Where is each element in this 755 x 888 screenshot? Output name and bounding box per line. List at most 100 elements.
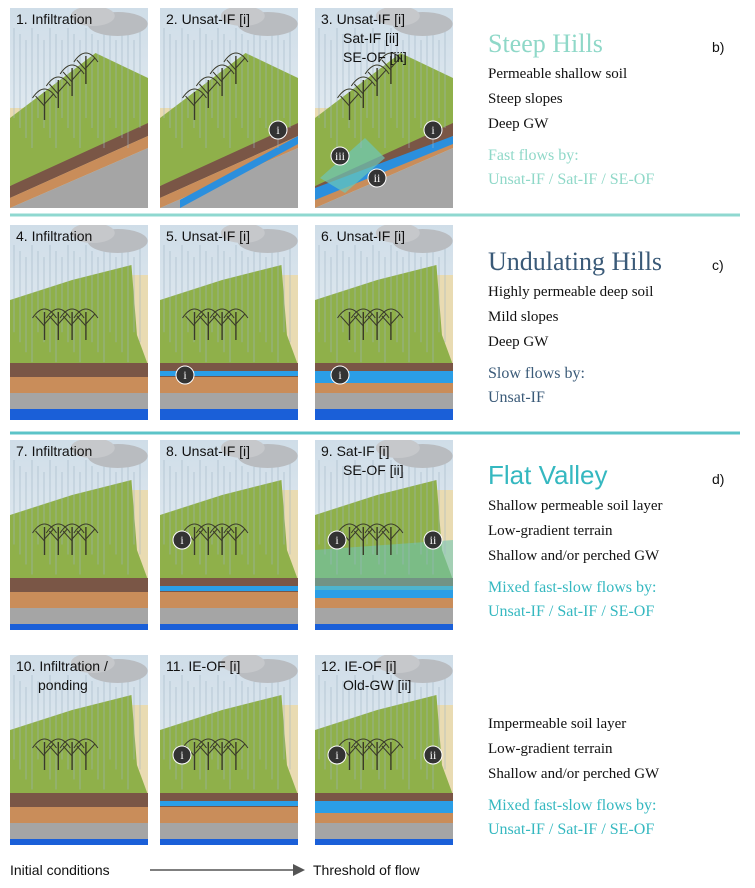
cloud — [220, 655, 265, 673]
tree-branch — [44, 528, 54, 540]
bedrock — [10, 823, 148, 839]
tree-crown — [350, 308, 376, 319]
tree-crown — [209, 308, 235, 319]
tree-crown — [182, 738, 207, 749]
marker-label: ii — [374, 171, 381, 185]
hill — [160, 53, 298, 186]
marker-circle — [172, 530, 192, 550]
marker-label: ii — [430, 748, 437, 762]
panel-label: 8. Unsat-IF [i] — [166, 443, 250, 459]
row-line: Shallow permeable soil layer — [488, 498, 663, 514]
tree-branch — [367, 71, 378, 83]
panel: 10. Infiltration / ponding — [10, 655, 148, 845]
tree-branch — [57, 743, 68, 755]
panel-label: SE-OF [iii] — [343, 49, 407, 65]
panel-label: Old-GW [ii] — [343, 677, 411, 693]
row-title: Steep Hills — [488, 29, 603, 58]
marker-circle — [423, 745, 443, 765]
tree-branch — [362, 313, 373, 325]
flow-types: Unsat-IF — [488, 389, 545, 406]
tree-crown — [337, 88, 362, 99]
tree-crown — [195, 738, 221, 749]
tree-branch — [185, 95, 195, 107]
groundwater — [10, 839, 148, 845]
marker-label: ii — [430, 533, 437, 547]
tree-crown — [223, 738, 249, 749]
tree-branch — [235, 528, 246, 540]
tree-branch — [71, 528, 82, 540]
tree-branch — [381, 745, 392, 757]
tree-crown — [32, 308, 57, 319]
tree-crown — [378, 523, 404, 534]
tree-branch — [221, 743, 232, 755]
panel-label: 5. Unsat-IF [i] — [166, 228, 250, 244]
tree-crown — [182, 308, 207, 319]
tree-branch — [381, 530, 392, 542]
panel-label: 1. Infiltration — [16, 11, 92, 27]
saturated-zone — [320, 138, 385, 193]
marker-label: i — [431, 123, 435, 137]
tree-branch — [353, 83, 364, 95]
flow — [160, 586, 298, 591]
panel: 6. Unsat-IF [i] i — [315, 225, 453, 420]
tree-crown — [337, 738, 362, 749]
tree-branch — [381, 59, 392, 71]
panel-label: 2. Unsat-IF [i] — [166, 11, 250, 27]
marker-label: iii — [335, 149, 346, 163]
row-line: Low-gradient terrain — [488, 523, 613, 539]
tree-crown — [32, 88, 57, 99]
flow-heading: Mixed fast-slow flows by: — [488, 579, 656, 596]
tree-branch — [76, 530, 87, 542]
soil-orange — [160, 807, 298, 823]
tree-branch — [349, 528, 359, 540]
soil-orange — [160, 592, 298, 608]
tree-branch — [376, 313, 387, 325]
tree-branch — [353, 315, 364, 327]
tree-branch — [71, 743, 82, 755]
tree-crown — [209, 738, 235, 749]
tree-branch — [235, 57, 246, 69]
tree-branch — [362, 528, 373, 540]
tree-crown — [59, 64, 85, 75]
marker-circle — [175, 365, 195, 385]
flow — [160, 801, 298, 806]
tree-branch — [62, 71, 73, 83]
marker-circle — [330, 146, 350, 166]
marker-circle — [423, 120, 443, 140]
panel-label: 3. Unsat-IF [i] — [321, 11, 405, 27]
tree-branch — [212, 530, 223, 542]
tree-crown — [73, 52, 99, 63]
row-letter: c) — [712, 257, 724, 273]
marker-label: i — [335, 748, 339, 762]
tree-crown — [364, 738, 390, 749]
flow-types: Unsat-IF / Sat-IF / SE-OF — [488, 171, 654, 188]
panel: 3. Unsat-IF [i]Sat-IF [ii]SE-OF [iii]iii… — [315, 8, 453, 208]
tree-branch — [235, 313, 246, 325]
cloud — [220, 8, 265, 26]
tree-branch — [85, 57, 96, 69]
tree-branch — [390, 743, 401, 755]
groundwater — [10, 624, 148, 630]
row-line: Highly permeable deep soil — [488, 284, 653, 300]
tree-branch — [226, 530, 237, 542]
tree-crown — [59, 738, 85, 749]
panel: 1. Infiltration — [10, 8, 148, 208]
tree-crown — [45, 76, 71, 87]
soil-orange — [10, 807, 148, 823]
tree-branch — [85, 313, 96, 325]
row-title: Undulating Hills — [488, 247, 662, 276]
tree-branch — [198, 83, 209, 95]
panel-label: ponding — [38, 677, 88, 693]
panel: 8. Unsat-IF [i] i — [160, 440, 298, 630]
marker-circle — [367, 168, 387, 188]
row-line: Shallow and/or perched GW — [488, 548, 660, 564]
tree-branch — [62, 315, 73, 327]
panel-label: 10. Infiltration / — [16, 658, 108, 674]
panel: 4. Infiltration — [10, 225, 148, 420]
tree-branch — [340, 315, 350, 327]
tree-crown — [32, 523, 57, 534]
panel-art — [10, 440, 148, 630]
groundwater — [315, 839, 453, 845]
soil-orange — [160, 136, 298, 208]
tree-branch — [76, 315, 87, 327]
